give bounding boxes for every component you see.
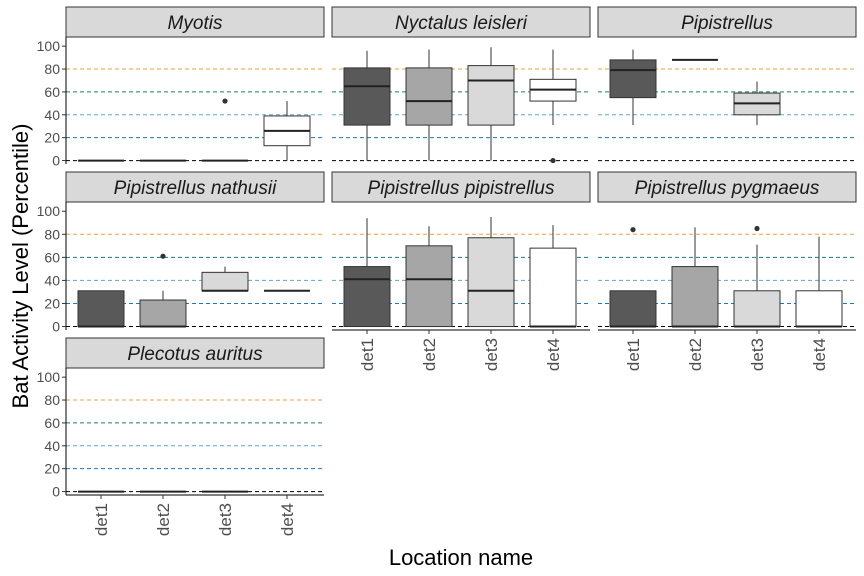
facet-title: Pipistrellus pipistrellus: [368, 178, 555, 199]
outlier-point: [550, 157, 556, 164]
box-det2: [405, 49, 453, 161]
facet-title: Myotis: [168, 13, 223, 34]
facet-strip: [597, 171, 857, 203]
box-iqr: [467, 237, 515, 328]
x-tick-label: det1: [92, 503, 111, 536]
facet-panel: Pipistrellus pipistrellus det1 det2 det3 det…: [331, 171, 591, 371]
facet-title: Pipistrellus nathusii: [114, 178, 277, 199]
box-det3: [201, 266, 249, 292]
x-tick-label: det3: [216, 503, 235, 536]
box-iqr: [343, 67, 391, 126]
box-det1: [609, 49, 657, 126]
box-det3: [467, 216, 515, 328]
facet-panel: Pipistrellus pygmaeus det1 det2 det3 det4: [597, 171, 857, 371]
box-iqr: [733, 290, 781, 328]
box-det3: [202, 98, 248, 162]
y-tick-label: 40: [44, 272, 60, 288]
box-iqr: [467, 65, 515, 126]
x-tick-label: det2: [154, 503, 173, 536]
box-iqr: [795, 290, 843, 328]
facet-strip: [65, 6, 325, 38]
x-tick-label: det1: [624, 338, 643, 371]
box-det3: [733, 81, 781, 126]
facet-panel: Nyctalus leisleri: [331, 6, 591, 164]
outlier-point: [160, 253, 166, 259]
facet-title: Nyctalus leisleri: [395, 13, 528, 34]
x-tick-label: det4: [544, 338, 563, 371]
y-tick-label: 0: [52, 484, 60, 500]
box-det4: [263, 101, 311, 161]
facet-panel: Plecotus auritus 0 20 40 60 80 100 det1 det2 det3…: [37, 337, 325, 536]
x-tick-label: det4: [278, 503, 297, 536]
box-iqr: [529, 247, 577, 328]
facet-strip: [65, 337, 325, 369]
box-iqr: [609, 290, 657, 328]
box-iqr: [77, 290, 125, 328]
x-tick-label: det4: [810, 338, 829, 371]
box-iqr: [343, 266, 391, 328]
box-det3: [733, 225, 781, 328]
x-tick-label: det3: [482, 338, 501, 371]
y-tick-label: 100: [37, 369, 61, 385]
y-tick-label: 40: [44, 107, 60, 123]
box-det4: [795, 236, 843, 328]
facet-panel: Pipistrellus: [597, 6, 857, 162]
x-tick-label: det3: [748, 338, 767, 371]
y-axis-title: Bat Activity Level (Percentile): [8, 124, 33, 409]
y-tick-label: 20: [44, 295, 60, 311]
y-tick-label: 40: [44, 438, 60, 454]
x-axis-title: Location name: [389, 545, 533, 570]
y-tick-label: 80: [44, 226, 60, 242]
facet-panel: Pipistrellus nathusii 0 20 40 60 80 100: [37, 171, 325, 335]
x-tick-label: det1: [358, 338, 377, 371]
box-det4: [529, 225, 577, 328]
facet-title: Pipistrellus: [681, 13, 773, 34]
y-tick-label: 100: [37, 203, 61, 219]
box-iqr: [609, 59, 657, 99]
box-det3: [467, 47, 515, 161]
y-tick-label: 60: [44, 415, 60, 431]
box-iqr: [201, 271, 249, 292]
y-tick-label: 60: [44, 84, 60, 100]
box-det2: [671, 227, 719, 328]
outlier-point: [222, 98, 228, 104]
box-det2: [139, 253, 187, 328]
x-tick-label: det2: [686, 338, 705, 371]
x-tick-label: det2: [420, 338, 439, 371]
y-tick-label: 0: [52, 319, 60, 335]
box-iqr: [405, 67, 453, 126]
y-tick-label: 20: [44, 130, 60, 146]
facet-panel: Myotis 0 20 40 60 80 100: [37, 6, 325, 169]
outlier-point: [754, 225, 760, 232]
box-iqr: [139, 299, 187, 328]
box-iqr: [671, 266, 719, 328]
facet-strip: [331, 6, 591, 38]
box-det1: [609, 227, 657, 328]
facet-strip: [597, 6, 857, 38]
y-tick-label: 80: [44, 61, 60, 77]
box-det1: [343, 50, 391, 161]
y-tick-label: 20: [44, 461, 60, 477]
facet-title: Pipistrellus pygmaeus: [635, 178, 820, 199]
y-tick-label: 80: [44, 392, 60, 408]
facet-strip: [65, 171, 325, 203]
facet-title: Plecotus auritus: [127, 344, 263, 365]
box-det1: [77, 290, 125, 328]
box-det4: [529, 49, 577, 164]
facet-strip: [331, 171, 591, 203]
box-iqr: [405, 245, 453, 328]
y-tick-label: 0: [52, 153, 60, 169]
box-det2: [405, 226, 453, 328]
outlier-point: [630, 227, 636, 233]
y-tick-label: 100: [37, 38, 61, 54]
box-det1: [343, 218, 391, 328]
y-tick-label: 60: [44, 249, 60, 265]
